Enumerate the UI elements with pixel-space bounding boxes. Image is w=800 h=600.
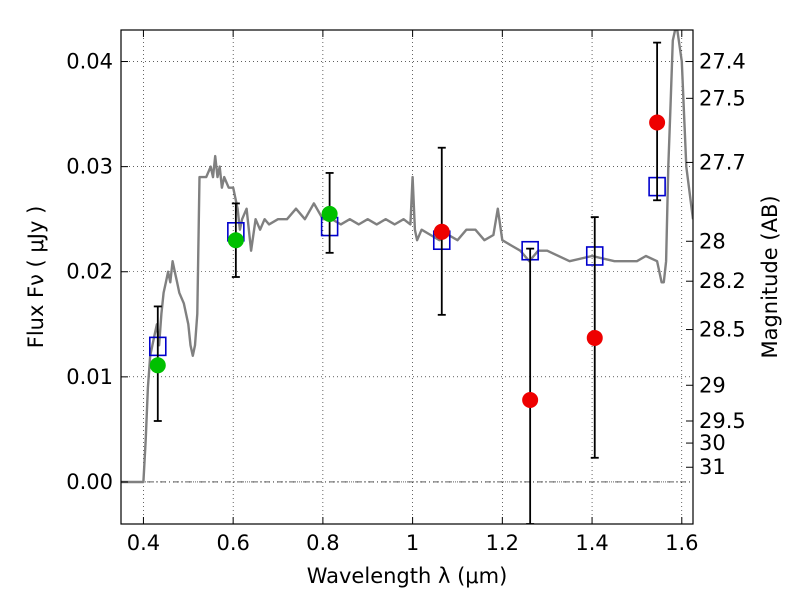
y-axis: 0.00 0.01 0.02 0.03 0.04 [66, 50, 128, 494]
y-tick-label: 0.02 [66, 260, 113, 284]
x-axis: 0.4 0.6 0.8 1 1.2 1.4 1.6 [127, 30, 698, 555]
grid [121, 30, 693, 524]
plot-area [121, 30, 693, 524]
y2-tick-label: 28.5 [699, 318, 746, 342]
x-tick-label: 0.8 [306, 531, 339, 555]
y2-tick-label: 31 [699, 455, 726, 479]
measured-flux-point [522, 391, 539, 408]
x-tick-label: 0.6 [216, 531, 249, 555]
measured-flux-point [433, 223, 450, 240]
x-axis-label: Wavelength λ (μm) [307, 564, 508, 588]
y2-tick-label: 30 [699, 431, 726, 455]
plot-frame [120, 29, 694, 525]
y2-tick-label: 29 [699, 373, 726, 397]
y-tick-label: 0.01 [66, 365, 113, 389]
y-tick-label: 0.03 [66, 155, 113, 179]
measured-flux-point [649, 114, 666, 131]
x-tick-label: 1.6 [665, 531, 698, 555]
model-spectrum-line [121, 30, 693, 484]
y2-tick-label: 29.5 [699, 409, 746, 433]
measured-flux-point [227, 232, 244, 249]
y-axis-label: Flux Fν ( μJy ) [24, 206, 48, 349]
x-tick-label: 1.2 [486, 531, 519, 555]
measured-flux-point [149, 357, 166, 374]
y2-tick-label: 27.5 [699, 86, 746, 110]
y2-tick-label: 28.2 [699, 269, 746, 293]
measured-flux-point [586, 329, 603, 346]
y2-tick-label: 28 [699, 229, 726, 253]
y2-tick-label: 27.7 [699, 150, 746, 174]
y2-tick-label: 27.4 [699, 50, 746, 74]
measured-flux-point [321, 205, 338, 222]
y2-axis-label: Magnitude (AB) [758, 195, 782, 358]
x-tick-label: 1.4 [575, 531, 608, 555]
x-tick-label: 1 [406, 531, 419, 555]
y-tick-label: 0.04 [66, 50, 113, 74]
x-tick-label: 0.4 [127, 531, 160, 555]
y-tick-label: 0.00 [66, 470, 113, 494]
